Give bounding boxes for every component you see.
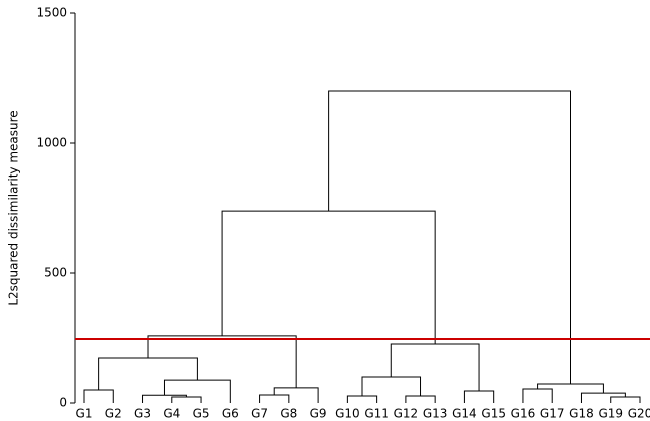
leaf-label: G4 <box>163 407 180 421</box>
dendrogram-link <box>142 394 187 403</box>
dendrogram-link <box>163 379 231 403</box>
y-tick-label: 500 <box>44 266 67 280</box>
dendrogram-link <box>221 210 436 344</box>
leaf-label: G14 <box>452 407 477 421</box>
dendrogram-link <box>390 343 480 392</box>
leaf-label: G6 <box>222 407 239 421</box>
dendrogram-link <box>610 396 641 403</box>
dendrogram-link <box>171 396 202 403</box>
dendrogram-link <box>405 395 436 403</box>
dendrogram-link <box>328 90 571 385</box>
y-axis-label: L2squared dissimilarity measure <box>7 110 21 305</box>
leaf-label: G3 <box>134 407 151 421</box>
leaf-label: G11 <box>364 407 389 421</box>
leaf-label: G19 <box>598 407 623 421</box>
leaf-label: G12 <box>394 407 419 421</box>
dendrogram-link <box>273 387 319 403</box>
leaf-label: G13 <box>423 407 448 421</box>
y-tick-label: 1000 <box>36 136 67 150</box>
dendrogram-link <box>580 392 626 403</box>
y-tick-label: 1500 <box>36 6 67 20</box>
dendrogram-link <box>522 388 553 403</box>
dendrogram-link <box>259 394 290 403</box>
leaf-label: G2 <box>105 407 122 421</box>
dendrogram-link <box>361 376 422 396</box>
leaf-label: G9 <box>310 407 327 421</box>
y-tick-label: 0 <box>59 396 67 410</box>
leaf-label: G8 <box>280 407 297 421</box>
leaf-label: G16 <box>511 407 536 421</box>
leaf-label: G10 <box>335 407 360 421</box>
leaf-label: G18 <box>569 407 594 421</box>
leaf-label: G20 <box>628 407 650 421</box>
leaf-label: G7 <box>251 407 268 421</box>
leaf-label: G15 <box>481 407 506 421</box>
dendrogram-link <box>98 357 198 390</box>
leaf-label: G5 <box>193 407 210 421</box>
leaf-label: G17 <box>540 407 565 421</box>
dendrogram-link <box>83 389 114 403</box>
dendrogram-link <box>346 395 378 403</box>
leaf-label: G1 <box>76 407 93 421</box>
dendrogram-link <box>463 390 495 403</box>
